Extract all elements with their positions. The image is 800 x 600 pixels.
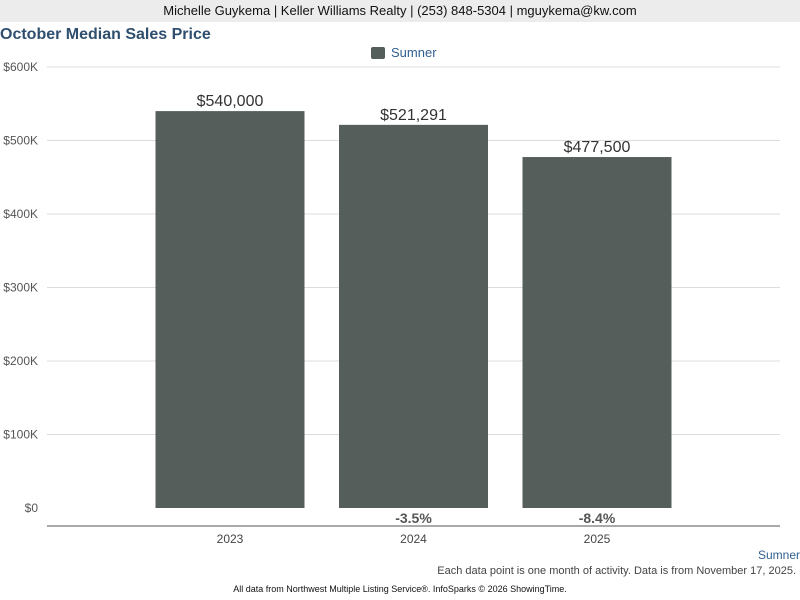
data-source-footer: All data from Northwest Multiple Listing… [233, 584, 567, 594]
y-tick-label: $600K [3, 60, 38, 74]
value-label-2024: $521,291 [380, 107, 447, 124]
value-label-2025: $477,500 [564, 139, 631, 156]
y-tick-label: $100K [3, 428, 38, 442]
change-label-2024: -3.5% [395, 510, 432, 526]
agent-contact-bar: Michelle Guykema | Keller Williams Realt… [0, 0, 800, 22]
area-label: Sumner [757, 548, 800, 562]
chart-legend[interactable]: Sumner [371, 45, 437, 60]
x-axis-ticks: 2023 2024 2025 [217, 532, 611, 546]
y-axis-ticks: $0 $100K $200K $300K $400K $500K $600K [3, 60, 38, 515]
data-labels: $540,000 $521,291 -3.5% $477,500 -8.4% [197, 93, 631, 526]
y-tick-label: $400K [3, 207, 38, 221]
legend-swatch [371, 46, 385, 59]
y-tick-label: $0 [25, 501, 39, 515]
bar-2023[interactable] [155, 111, 305, 508]
y-tick-label: $200K [3, 354, 38, 368]
bar-2025[interactable] [522, 157, 672, 508]
bar-2024[interactable] [339, 124, 488, 509]
x-tick-label-2024: 2024 [400, 532, 427, 546]
y-tick-label: $500K [3, 134, 38, 148]
chart-title: October Median Sales Price [0, 26, 211, 43]
y-tick-label: $300K [3, 281, 38, 295]
bars [155, 111, 672, 509]
value-label-2023: $540,000 [197, 93, 264, 110]
x-tick-label-2023: 2023 [217, 532, 244, 546]
x-tick-label-2025: 2025 [584, 532, 611, 546]
legend-label: Sumner [391, 45, 437, 60]
change-label-2025: -8.4% [579, 510, 616, 526]
data-note: Each data point is one month of activity… [437, 565, 796, 577]
